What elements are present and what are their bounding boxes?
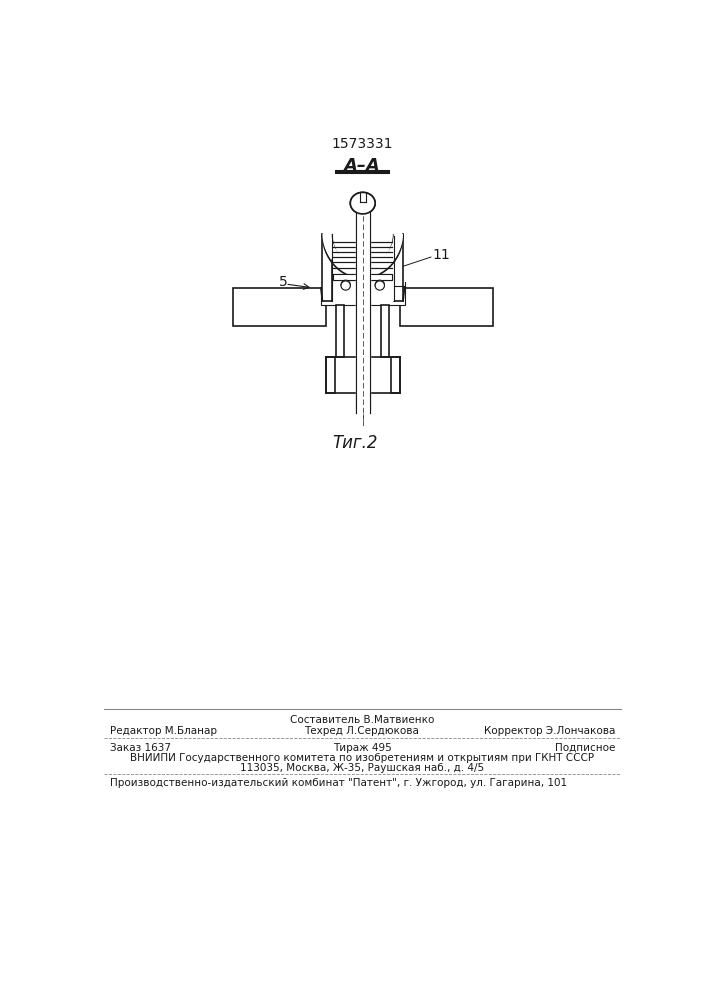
Circle shape [375, 280, 385, 289]
Circle shape [341, 280, 351, 289]
Text: Подписное: Подписное [555, 743, 615, 753]
Ellipse shape [351, 192, 375, 214]
Bar [322, 235, 332, 301]
Bar [333, 274, 392, 280]
Bar [370, 288, 404, 305]
Text: Техред Л.Сердюкова: Техред Л.Сердюкова [305, 726, 419, 736]
Bar [400, 288, 493, 326]
Circle shape [375, 281, 385, 290]
Bar [394, 235, 403, 301]
Text: Τиг.2: Τиг.2 [332, 434, 378, 452]
Bar [233, 288, 325, 326]
Text: 5: 5 [279, 275, 288, 289]
Text: 1573331: 1573331 [331, 137, 392, 151]
Text: A–A: A–A [344, 157, 380, 175]
Bar [381, 305, 389, 357]
Circle shape [341, 281, 351, 290]
Wedge shape [322, 234, 363, 274]
Bar [391, 357, 400, 393]
Text: Корректор Э.Лончакова: Корректор Э.Лончакова [484, 726, 615, 736]
Text: 11: 11 [433, 248, 450, 262]
Text: Заказ 1637: Заказ 1637 [110, 743, 171, 753]
Text: Составитель В.Матвиенко: Составитель В.Матвиенко [290, 715, 434, 725]
Wedge shape [363, 234, 403, 274]
Text: 113035, Москва, Ж-35, Раушская наб., д. 4/5: 113035, Москва, Ж-35, Раушская наб., д. … [240, 763, 484, 773]
Bar [321, 288, 356, 305]
Text: Тираж 495: Тираж 495 [332, 743, 392, 753]
Text: Редактор М.Бланар: Редактор М.Бланар [110, 726, 217, 736]
Text: ВНИИПИ Государственного комитета по изобретениям и открытиям при ГКНТ СССР: ВНИИПИ Государственного комитета по изоб… [130, 753, 594, 763]
Ellipse shape [351, 192, 375, 214]
Bar [337, 305, 344, 357]
Bar [332, 235, 394, 301]
Bar [325, 357, 335, 393]
Text: Производственно-издательский комбинат "Патент", г. Ужгород, ул. Гагарина, 101: Производственно-издательский комбинат "П… [110, 778, 567, 788]
